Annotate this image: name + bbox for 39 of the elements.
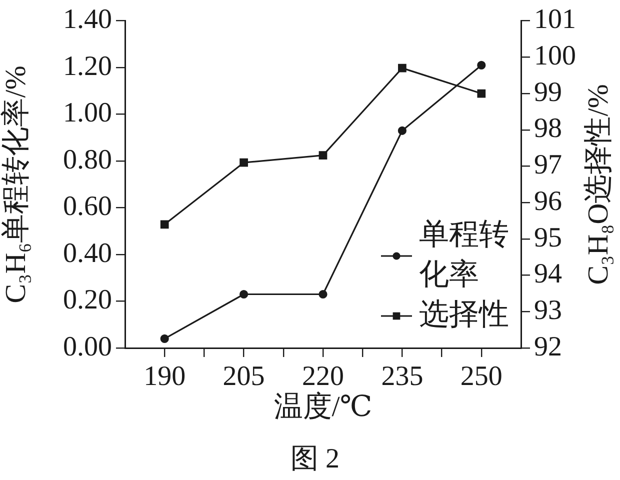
- y2-tick-label: 99: [534, 76, 562, 108]
- y-tick-label: 1.40: [63, 4, 112, 36]
- y2-tick-label: 94: [534, 258, 562, 290]
- point: [160, 220, 169, 229]
- point: [240, 290, 248, 299]
- y-tick-label: 1.00: [63, 98, 112, 129]
- y2-tick-label: 97: [534, 150, 562, 181]
- point: [398, 126, 406, 135]
- y2-axis-title: C₃H₈O选择性/%: [582, 84, 615, 285]
- point: [240, 158, 248, 167]
- x-tick-label: 190: [144, 361, 186, 392]
- caption: 图 2: [290, 443, 340, 474]
- point: [318, 290, 328, 299]
- point: [160, 334, 169, 343]
- y2-tick-label: 95: [534, 222, 562, 254]
- x-tick-label: 220: [302, 361, 344, 392]
- point: [318, 151, 328, 160]
- y2-tick-label: 101: [534, 4, 576, 36]
- legend-label: 单程转化率: [419, 218, 509, 291]
- point: [477, 60, 486, 70]
- x-tick-label: 205: [222, 361, 265, 392]
- y2-tick-label: 100: [534, 40, 576, 72]
- point: [477, 89, 486, 98]
- y-tick-label: 0.40: [63, 238, 112, 269]
- y-axis-title: C₃H₆单程转化率/%: [0, 66, 32, 304]
- x-axis-title: 温度/℃: [274, 391, 372, 424]
- y-tick-label: 0.00: [63, 331, 112, 362]
- y2-tick-label: 98: [534, 113, 562, 144]
- legend-label: 选择性: [419, 298, 509, 331]
- y2-tick-label: 96: [534, 186, 562, 217]
- y-tick-label: 0.80: [63, 144, 112, 176]
- y-tick-label: 0.20: [63, 284, 112, 316]
- point: [398, 64, 406, 72]
- y2-tick-label: 92: [534, 331, 562, 362]
- y2-tick-label: 93: [534, 295, 562, 326]
- x-tick-label: 250: [460, 361, 502, 392]
- y-tick-label: 1.20: [63, 50, 112, 82]
- x-tick-label: 235: [381, 361, 424, 392]
- y-tick-label: 0.60: [63, 191, 112, 222]
